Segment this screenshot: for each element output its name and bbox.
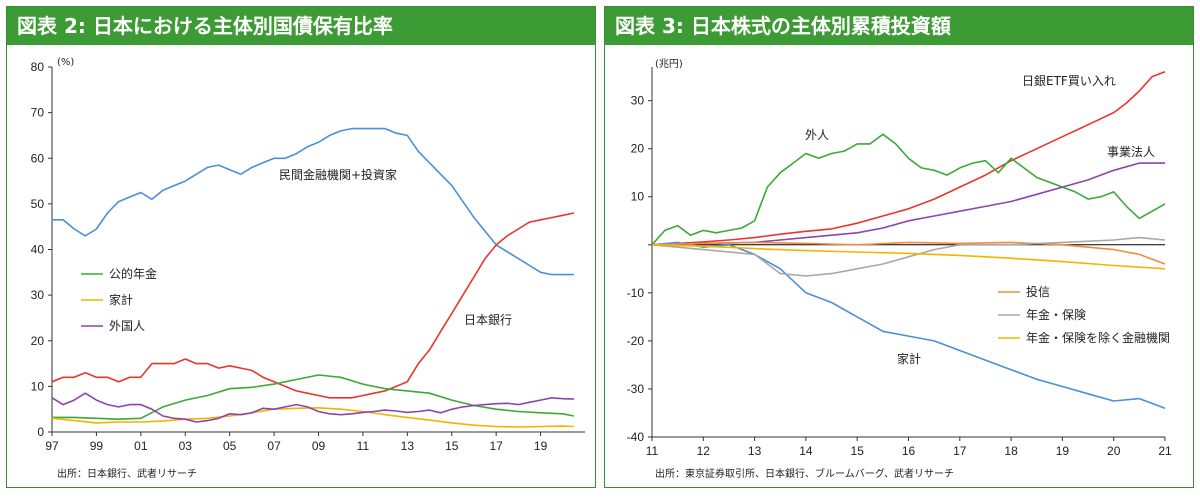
right-xtick-label: 18 — [1004, 444, 1018, 458]
right-ytick-label: -40 — [627, 430, 645, 444]
right-chart-title: 図表 3: 日本株式の主体別累積投資額 — [605, 7, 1193, 45]
legend-pension: 公的年金 — [109, 266, 157, 281]
left-ytick-label: 50 — [31, 197, 45, 211]
left-xtick-label: 11 — [357, 439, 370, 453]
right-xtick-label: 19 — [1056, 444, 1070, 458]
left-xtick-label: 13 — [401, 439, 415, 453]
right-xtick-label: 15 — [851, 444, 865, 458]
left-ytick-label: 20 — [31, 334, 45, 348]
right-ytick-label: 30 — [631, 94, 645, 108]
label-boj-etf: 日銀ETF買い入れ — [1022, 74, 1116, 88]
left-ytick-label: 80 — [31, 60, 45, 74]
right-xtick-label: 16 — [902, 444, 916, 458]
right-xtick-label: 20 — [1107, 444, 1121, 458]
left-series-line-2 — [52, 374, 575, 421]
left-xtick-label: 99 — [90, 439, 104, 453]
left-xtick-label: 09 — [312, 439, 326, 453]
left-unit-label: (%) — [57, 57, 74, 68]
right-xtick-label: 11 — [646, 444, 659, 458]
label-household-right: 家計 — [897, 351, 921, 366]
right-xtick-label: 12 — [697, 444, 711, 458]
left-series-line-0 — [52, 127, 574, 276]
left-xtick-label: 05 — [223, 439, 237, 453]
left-legend: 公的年金 家計 外国人 — [81, 266, 157, 333]
right-unit-label: (兆円) — [655, 58, 683, 70]
right-series-line-5 — [651, 236, 1166, 277]
label-corporate: 事業法人 — [1107, 145, 1155, 159]
left-ytick-label: 70 — [31, 106, 45, 120]
left-xtick-label: 15 — [445, 439, 459, 453]
left-series-line-1 — [51, 212, 575, 399]
label-private-financial: 民間金融機関+投資家 — [279, 167, 397, 182]
left-series-line-3 — [51, 406, 574, 428]
right-series-line-3 — [651, 241, 1166, 409]
right-xtick-label: 14 — [799, 444, 813, 458]
right-xtick-label: 17 — [953, 444, 967, 458]
right-legend: 投信 年金・保険 年金・保険を除く金融機関 — [998, 284, 1170, 345]
right-ytick-label: -20 — [627, 334, 645, 348]
left-xtick-label: 01 — [134, 439, 148, 453]
right-series-line-1 — [651, 133, 1166, 246]
legend-fund: 投信 — [1026, 284, 1050, 299]
label-boj-left: 日本銀行 — [464, 313, 512, 327]
right-xtick-label: 21 — [1158, 444, 1172, 458]
left-chart-svg: 0 10 20 30 40 50 60 70 80 97 99 01 03 05 07 09 11 13 15 17 1… — [31, 57, 585, 480]
right-series-line-6 — [651, 244, 1166, 270]
left-series-line-4 — [51, 392, 574, 423]
left-chart-title: 図表 2: 日本における主体別国債保有比率 — [7, 7, 595, 45]
left-xtick-label: 97 — [45, 439, 59, 453]
right-ytick-label: -10 — [627, 286, 645, 300]
legend-foreign: 外国人 — [109, 319, 145, 333]
right-source-note: 出所：東京証券取引所、日本銀行、ブルームバーグ、武者リサーチ — [655, 467, 954, 480]
left-xtick-label: 03 — [179, 439, 193, 453]
left-chart-panel: 図表 2: 日本における主体別国債保有比率 0 10 20 30 40 50 60 70 80 9… — [6, 6, 596, 488]
left-ytick-label: 30 — [31, 288, 45, 302]
right-series-line-4 — [651, 241, 1166, 265]
right-xtick-label: 13 — [748, 444, 762, 458]
left-ytick-label: 0 — [37, 425, 44, 439]
right-series-line-0 — [651, 71, 1166, 246]
left-xtick-label: 17 — [489, 439, 503, 453]
left-ytick-label: 60 — [31, 151, 45, 165]
right-ytick-label: -30 — [627, 382, 645, 396]
right-series-line-2 — [651, 162, 1165, 246]
right-ytick-label: 20 — [631, 142, 645, 156]
left-ytick-label: 40 — [31, 243, 45, 257]
left-ytick-label: 10 — [31, 379, 45, 393]
right-chart-panel: 図表 3: 日本株式の主体別累積投資額 -40 -30 -20 -10 10 20 30 11… — [604, 6, 1194, 488]
left-source-note: 出所：日本銀行、武者リサーチ — [57, 467, 197, 480]
right-ytick-label: 10 — [631, 190, 645, 204]
left-xtick-label: 19 — [534, 439, 548, 453]
legend-financial-inst: 年金・保険を除く金融機関 — [1026, 330, 1170, 345]
legend-household: 家計 — [109, 292, 133, 307]
legend-pension-insurance: 年金・保険 — [1026, 307, 1086, 322]
label-foreign-right: 外人 — [805, 128, 829, 142]
right-chart-svg: -40 -30 -20 -10 10 20 30 11 12 13 14 15 16 17 18 19 20 21… — [627, 58, 1172, 480]
left-xtick-label: 07 — [267, 439, 281, 453]
